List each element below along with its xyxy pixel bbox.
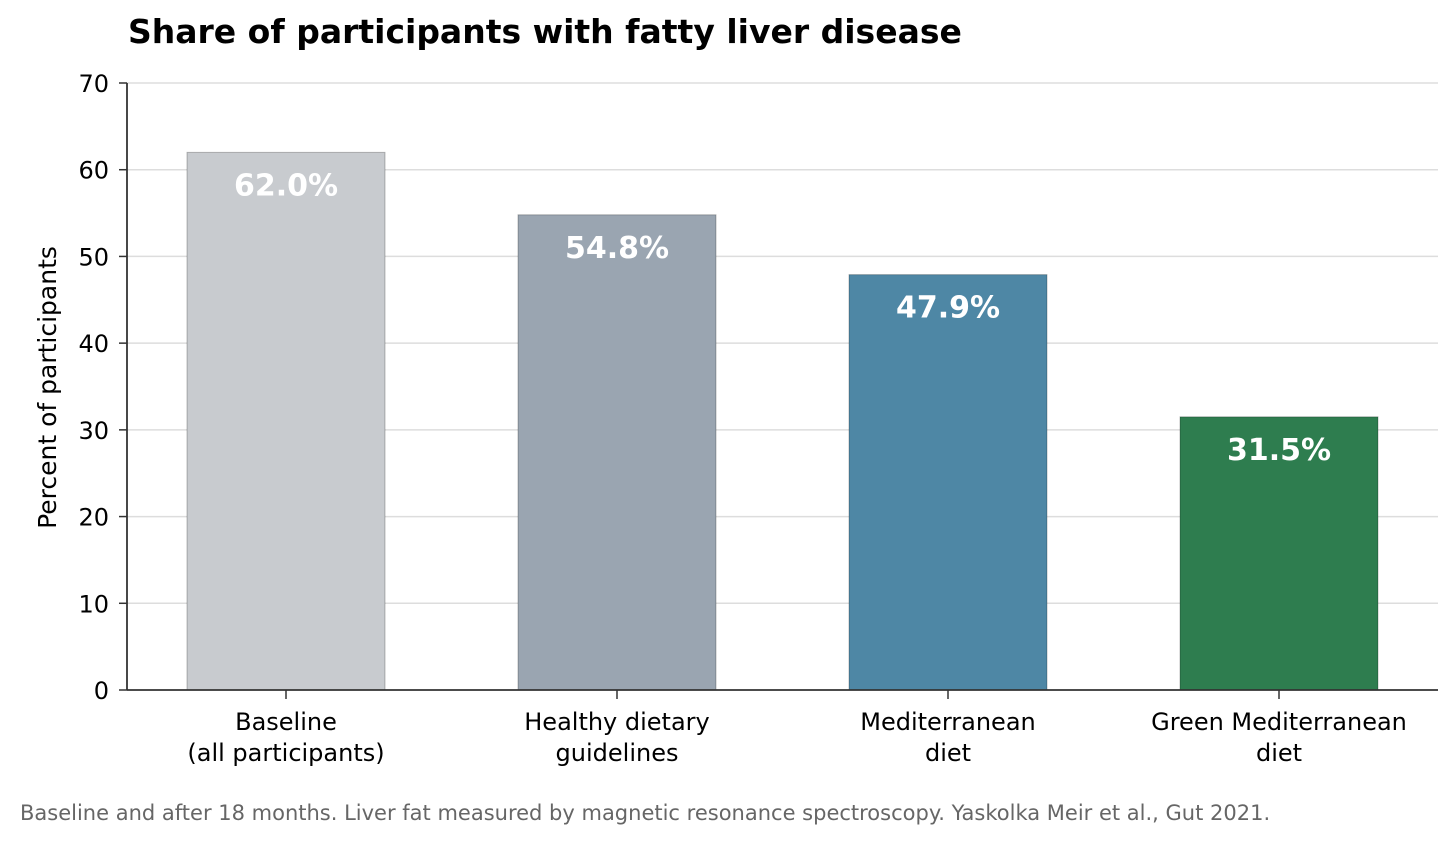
x-tick-label: Baseline	[235, 708, 337, 736]
y-tick-label: 30	[78, 417, 109, 445]
bar-value-label: 47.9%	[896, 291, 1000, 326]
labels: 0 10 20 30 40 50 60 70 62.0% Baseline (all partici…	[33, 70, 1407, 767]
axes	[119, 82, 1438, 699]
x-tick-label: diet	[1256, 739, 1302, 767]
x-tick-label: (all participants)	[187, 739, 384, 767]
bars	[186, 151, 1379, 691]
bar	[848, 274, 1048, 691]
y-axis-label: Percent of participants	[33, 246, 62, 529]
y-tick-label: 10	[78, 590, 109, 618]
bar-value-label: 31.5%	[1227, 433, 1331, 468]
bar-value-label: 62.0%	[234, 168, 338, 203]
y-tick-label: 20	[78, 504, 109, 532]
footnote: Baseline and after 18 months. Liver fat …	[20, 801, 1271, 825]
y-tick-label: 40	[78, 330, 109, 358]
x-tick-label: guidelines	[556, 739, 679, 767]
y-tick-label: 0	[94, 677, 109, 705]
x-tick-label: diet	[925, 739, 971, 767]
y-tick-label: 60	[78, 157, 109, 185]
x-tick-label: Green Mediterranean	[1151, 708, 1407, 736]
chart-title: Share of participants with fatty liver d…	[128, 12, 962, 51]
y-tick-label: 50	[78, 243, 109, 271]
x-tick-label: Mediterranean	[860, 708, 1035, 736]
bar-value-label: 54.8%	[565, 231, 669, 266]
bar	[1179, 416, 1379, 691]
bar	[517, 214, 717, 691]
y-tick-label: 70	[78, 70, 109, 98]
x-tick-label: Healthy dietary	[524, 708, 710, 736]
bar	[186, 151, 386, 691]
